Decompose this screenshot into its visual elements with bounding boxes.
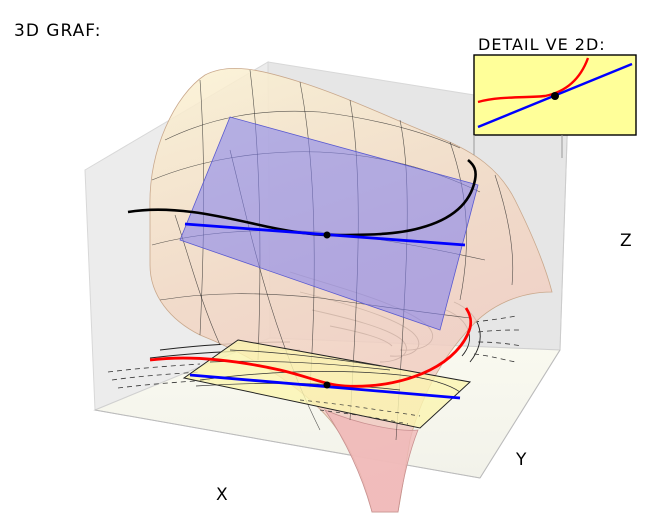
mesh-line xyxy=(174,214,221,346)
floor-patch-dashes xyxy=(299,399,421,425)
inset-panel: DETAIL VE 2D: xyxy=(473,35,637,158)
y-axis-label: Y xyxy=(515,450,527,470)
mesh-line xyxy=(164,110,461,149)
mesh-line xyxy=(494,174,514,286)
level-curve xyxy=(149,307,473,388)
surface-cusp xyxy=(323,409,419,513)
patch-contour xyxy=(199,371,461,393)
z-axis-label: Z xyxy=(620,231,633,251)
axis-edge xyxy=(94,409,481,479)
inset-point xyxy=(551,92,559,100)
floor-contour xyxy=(477,329,521,333)
floor-contour xyxy=(477,341,523,347)
surface-section-curve xyxy=(127,159,477,237)
surface-point xyxy=(323,231,331,239)
level-point xyxy=(323,381,331,389)
page-title: 3D GRAF: xyxy=(14,21,101,41)
patch-dash xyxy=(319,409,409,425)
floor-contour xyxy=(473,315,517,323)
axis-edge xyxy=(559,109,569,351)
inset-title: DETAIL VE 2D: xyxy=(478,35,606,54)
patch-dash xyxy=(299,399,421,417)
inset-level-curve xyxy=(477,57,590,104)
floor-contour xyxy=(473,353,517,363)
floor-contour xyxy=(107,363,201,373)
x-axis-label: X xyxy=(216,485,229,505)
axis-edge xyxy=(479,349,561,479)
patch-contour xyxy=(229,349,381,367)
tangent-plane xyxy=(179,116,479,331)
